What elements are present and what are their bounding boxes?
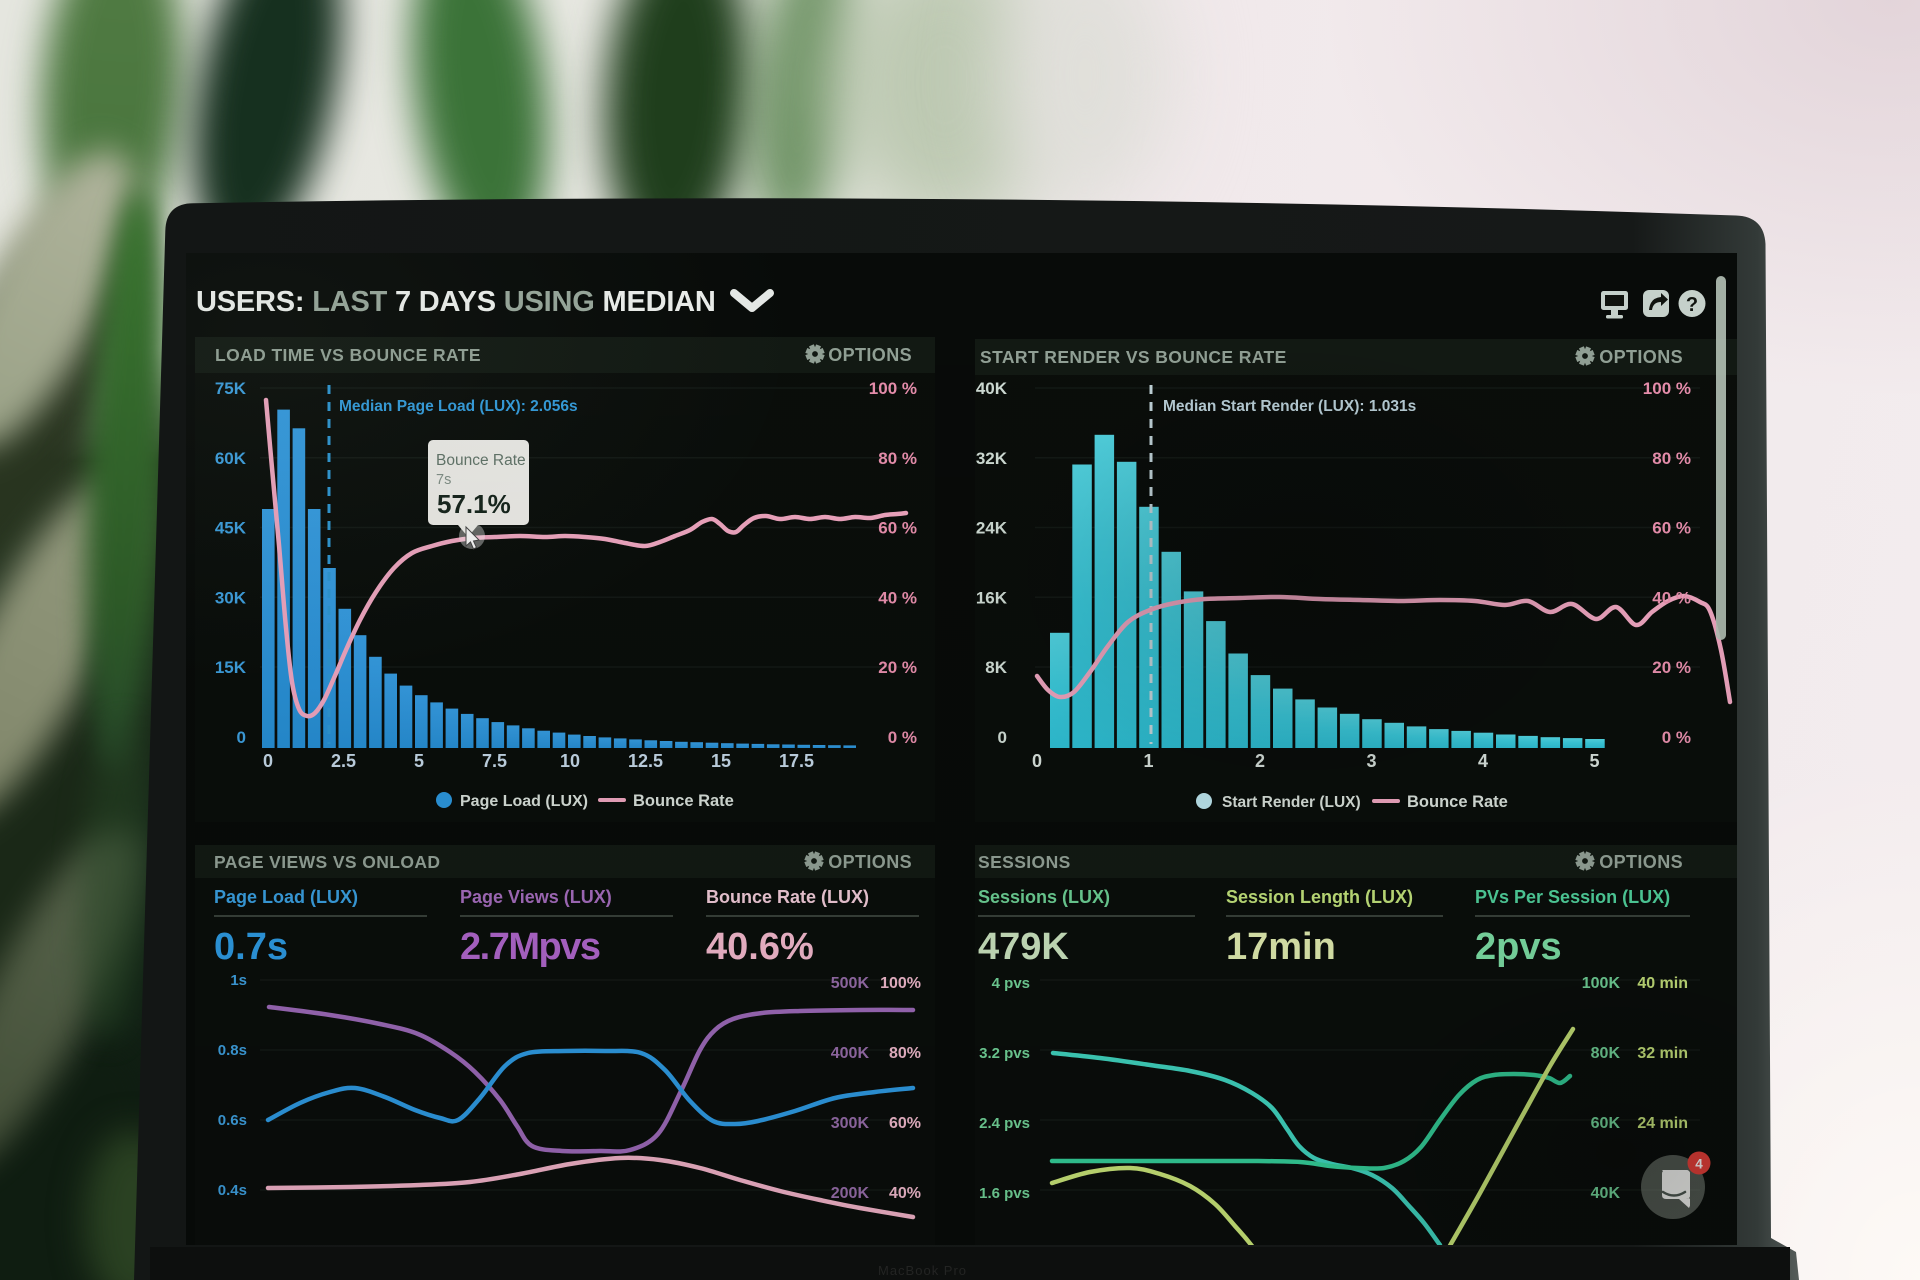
- svg-text:80 %: 80 %: [878, 449, 917, 468]
- svg-text:479K: 479K: [978, 926, 1069, 968]
- svg-text:0: 0: [263, 751, 273, 771]
- svg-text:4: 4: [1695, 1157, 1703, 1172]
- svg-text:Start Render (LUX): Start Render (LUX): [1222, 794, 1361, 811]
- svg-text:0: 0: [1032, 751, 1042, 771]
- svg-text:0.7s: 0.7s: [214, 926, 288, 968]
- svg-text:20 %: 20 %: [1652, 658, 1691, 677]
- svg-text:3.2 pvs: 3.2 pvs: [979, 1045, 1030, 1062]
- svg-text:30K: 30K: [215, 588, 247, 607]
- svg-text:40%: 40%: [889, 1185, 921, 1202]
- svg-text:75K: 75K: [215, 379, 247, 398]
- svg-text:10: 10: [560, 751, 580, 771]
- svg-text:24 min: 24 min: [1637, 1115, 1688, 1132]
- svg-text:Session Length (LUX): Session Length (LUX): [1226, 887, 1413, 907]
- svg-text:60 %: 60 %: [1652, 519, 1691, 538]
- svg-text:200K: 200K: [831, 1185, 870, 1202]
- svg-text:8K: 8K: [985, 658, 1007, 677]
- svg-text:Page Views (LUX): Page Views (LUX): [460, 887, 612, 907]
- svg-text:OPTIONS: OPTIONS: [828, 345, 912, 365]
- svg-text:1: 1: [1143, 751, 1153, 771]
- svg-text:0 %: 0 %: [1662, 728, 1691, 747]
- svg-text:2: 2: [1255, 751, 1265, 771]
- svg-text:60K: 60K: [1591, 1115, 1621, 1132]
- svg-text:Bounce Rate: Bounce Rate: [1407, 793, 1508, 811]
- svg-text:500K: 500K: [831, 975, 870, 992]
- svg-text:?: ?: [1686, 294, 1698, 316]
- svg-text:40 %: 40 %: [1652, 588, 1691, 607]
- svg-text:300K: 300K: [831, 1115, 870, 1132]
- svg-text:32K: 32K: [976, 449, 1008, 468]
- svg-text:1s: 1s: [230, 972, 247, 989]
- svg-text:15: 15: [711, 751, 731, 771]
- svg-text:OPTIONS: OPTIONS: [1599, 852, 1683, 872]
- svg-text:24K: 24K: [976, 519, 1008, 538]
- svg-text:Bounce Rate: Bounce Rate: [633, 792, 734, 810]
- svg-text:0.4s: 0.4s: [218, 1182, 247, 1199]
- svg-text:3: 3: [1366, 751, 1376, 771]
- svg-text:Bounce Rate: Bounce Rate: [436, 452, 526, 469]
- svg-text:USERS: LAST 7 DAYS USING MEDIA: USERS: LAST 7 DAYS USING MEDIAN: [196, 286, 716, 318]
- svg-text:80 %: 80 %: [1652, 449, 1691, 468]
- svg-text:60K: 60K: [215, 449, 247, 468]
- svg-text:Bounce Rate (LUX): Bounce Rate (LUX): [706, 887, 869, 907]
- svg-text:60 %: 60 %: [878, 519, 917, 538]
- svg-text:100%: 100%: [880, 975, 921, 992]
- svg-text:0: 0: [998, 728, 1007, 747]
- svg-text:2.7Mpvs: 2.7Mpvs: [460, 926, 600, 968]
- svg-text:1.6 pvs: 1.6 pvs: [979, 1185, 1030, 1202]
- svg-text:57.1%: 57.1%: [437, 489, 511, 519]
- svg-text:0 %: 0 %: [888, 728, 917, 747]
- svg-text:0.8s: 0.8s: [218, 1042, 247, 1059]
- svg-text:40 %: 40 %: [878, 588, 917, 607]
- svg-text:PAGE VIEWS VS ONLOAD: PAGE VIEWS VS ONLOAD: [214, 852, 440, 872]
- svg-text:100 %: 100 %: [869, 379, 917, 398]
- svg-text:2.5: 2.5: [331, 751, 356, 771]
- svg-text:7s: 7s: [436, 472, 451, 488]
- svg-text:12.5: 12.5: [628, 751, 663, 771]
- svg-text:20 %: 20 %: [878, 658, 917, 677]
- svg-text:17min: 17min: [1226, 926, 1336, 968]
- svg-text:45K: 45K: [215, 519, 247, 538]
- svg-text:0.6s: 0.6s: [218, 1112, 247, 1129]
- svg-text:40K: 40K: [1591, 1185, 1621, 1202]
- svg-text:40K: 40K: [976, 379, 1008, 398]
- svg-text:OPTIONS: OPTIONS: [1599, 347, 1683, 367]
- svg-text:15K: 15K: [215, 658, 247, 677]
- svg-text:2pvs: 2pvs: [1475, 926, 1562, 968]
- svg-text:Median Page Load (LUX): 2.056s: Median Page Load (LUX): 2.056s: [339, 398, 578, 415]
- svg-text:16K: 16K: [976, 588, 1008, 607]
- svg-text:40 min: 40 min: [1637, 975, 1688, 992]
- svg-text:80K: 80K: [1591, 1045, 1621, 1062]
- svg-text:80%: 80%: [889, 1045, 921, 1062]
- svg-text:40.6%: 40.6%: [706, 926, 814, 968]
- svg-text:32 min: 32 min: [1637, 1045, 1688, 1062]
- svg-text:400K: 400K: [831, 1045, 870, 1062]
- svg-text:100K: 100K: [1582, 975, 1621, 992]
- svg-text:Page Load (LUX): Page Load (LUX): [460, 793, 588, 810]
- svg-text:4: 4: [1478, 751, 1488, 771]
- svg-text:60%: 60%: [889, 1115, 921, 1132]
- svg-text:OPTIONS: OPTIONS: [828, 852, 912, 872]
- svg-text:Page Load (LUX): Page Load (LUX): [214, 887, 358, 907]
- svg-text:5: 5: [1589, 751, 1599, 771]
- svg-text:LOAD TIME VS BOUNCE RATE: LOAD TIME VS BOUNCE RATE: [215, 345, 481, 365]
- svg-text:7.5: 7.5: [482, 751, 507, 771]
- svg-text:SESSIONS: SESSIONS: [978, 852, 1071, 872]
- svg-text:100 %: 100 %: [1643, 379, 1691, 398]
- svg-text:Median Start Render (LUX): 1.0: Median Start Render (LUX): 1.031s: [1163, 398, 1416, 415]
- svg-text:Sessions (LUX): Sessions (LUX): [978, 887, 1110, 907]
- svg-text:4 pvs: 4 pvs: [992, 975, 1030, 992]
- svg-text:17.5: 17.5: [779, 751, 814, 771]
- svg-text:5: 5: [414, 751, 424, 771]
- svg-text:PVs Per Session (LUX): PVs Per Session (LUX): [1475, 887, 1670, 907]
- svg-text:START RENDER VS BOUNCE RATE: START RENDER VS BOUNCE RATE: [980, 347, 1287, 367]
- svg-text:2.4 pvs: 2.4 pvs: [979, 1115, 1030, 1132]
- svg-text:0: 0: [237, 728, 246, 747]
